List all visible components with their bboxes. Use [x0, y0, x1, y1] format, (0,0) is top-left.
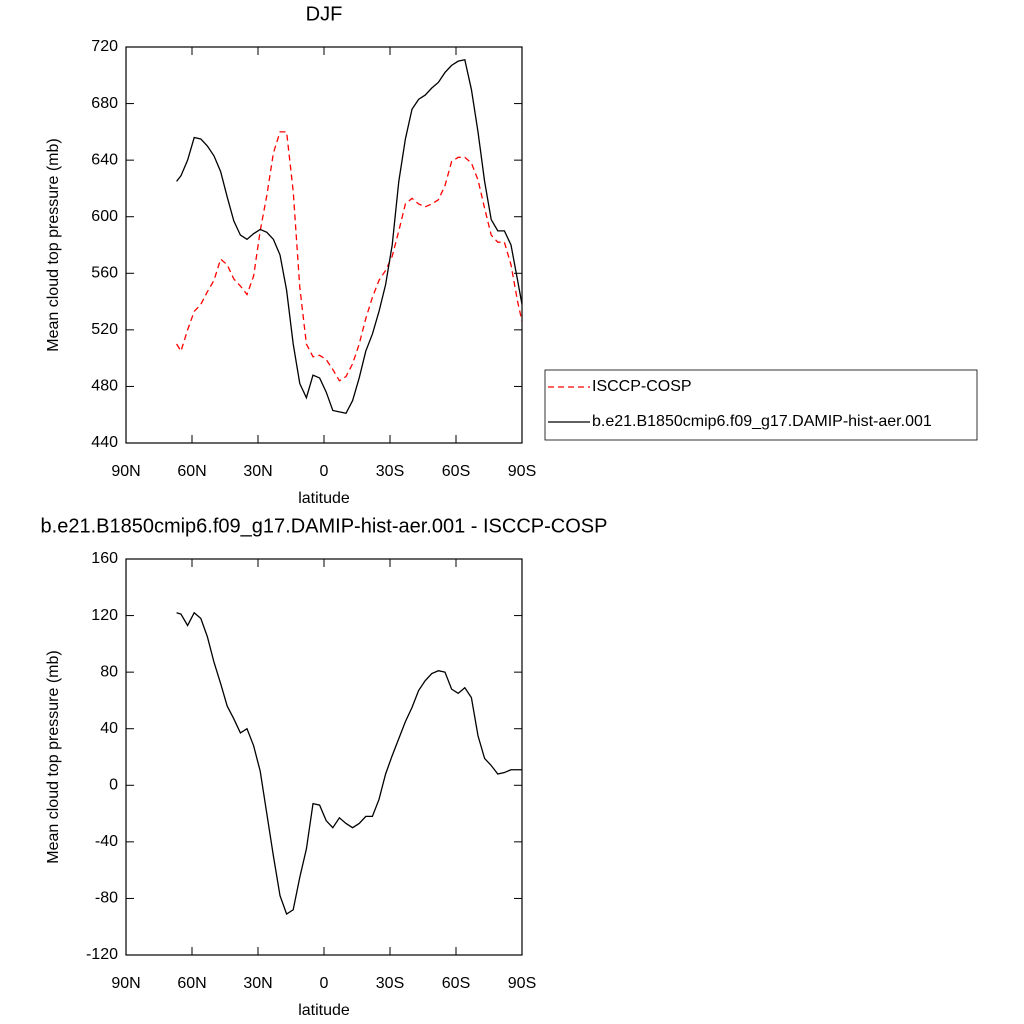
chart-title: b.e21.B1850cmip6.f09_g17.DAMIP-hist-aer.…	[41, 515, 608, 537]
data-line	[176, 58, 523, 415]
x-axis-label: latitude	[298, 490, 350, 507]
x-tick-label: 60N	[177, 975, 206, 992]
y-tick-label: 640	[91, 151, 118, 168]
x-axis-label: latitude	[298, 1002, 350, 1019]
legend-box	[544, 369, 978, 441]
y-tick-label: 560	[91, 265, 118, 282]
y-tick-label: -120	[86, 946, 118, 963]
y-tick-label: 440	[91, 434, 118, 451]
x-tick-label: 30N	[243, 975, 272, 992]
legend-label: ISCCP-COSP	[592, 378, 692, 395]
y-tick-label: 160	[91, 550, 118, 567]
x-tick-label: 30S	[376, 975, 404, 992]
x-tick-label: 90S	[508, 463, 536, 480]
x-tick-label: 60N	[177, 463, 206, 480]
y-tick-label: 680	[91, 95, 118, 112]
y-tick-label: 40	[100, 720, 118, 737]
y-tick-label: 600	[91, 208, 118, 225]
y-axis-label: Mean cloud top pressure (mb)	[45, 138, 62, 351]
y-tick-label: 80	[100, 663, 118, 680]
y-tick-label: 0	[109, 777, 118, 794]
y-tick-label: 480	[91, 378, 118, 395]
y-tick-label: -80	[95, 890, 118, 907]
x-tick-label: 30S	[376, 463, 404, 480]
x-tick-label: 60S	[442, 463, 470, 480]
x-tick-label: 30N	[243, 463, 272, 480]
x-tick-label: 90N	[111, 463, 140, 480]
legend-label: b.e21.B1850cmip6.f09_g17.DAMIP-hist-aer.…	[592, 413, 932, 430]
data-line	[176, 611, 522, 915]
x-tick-label: 60S	[442, 975, 470, 992]
plot-frame	[125, 46, 523, 444]
chart-title: DJF	[306, 3, 343, 25]
x-tick-label: 90S	[508, 975, 536, 992]
y-tick-label: 720	[91, 38, 118, 55]
x-tick-label: 0	[320, 463, 329, 480]
plot-frame	[125, 558, 523, 956]
y-tick-label: -40	[95, 833, 118, 850]
data-line	[176, 131, 523, 382]
y-axis-label: Mean cloud top pressure (mb)	[45, 650, 62, 863]
y-tick-label: 520	[91, 321, 118, 338]
y-tick-label: 120	[91, 607, 118, 624]
x-tick-label: 90N	[111, 975, 140, 992]
x-tick-label: 0	[320, 975, 329, 992]
